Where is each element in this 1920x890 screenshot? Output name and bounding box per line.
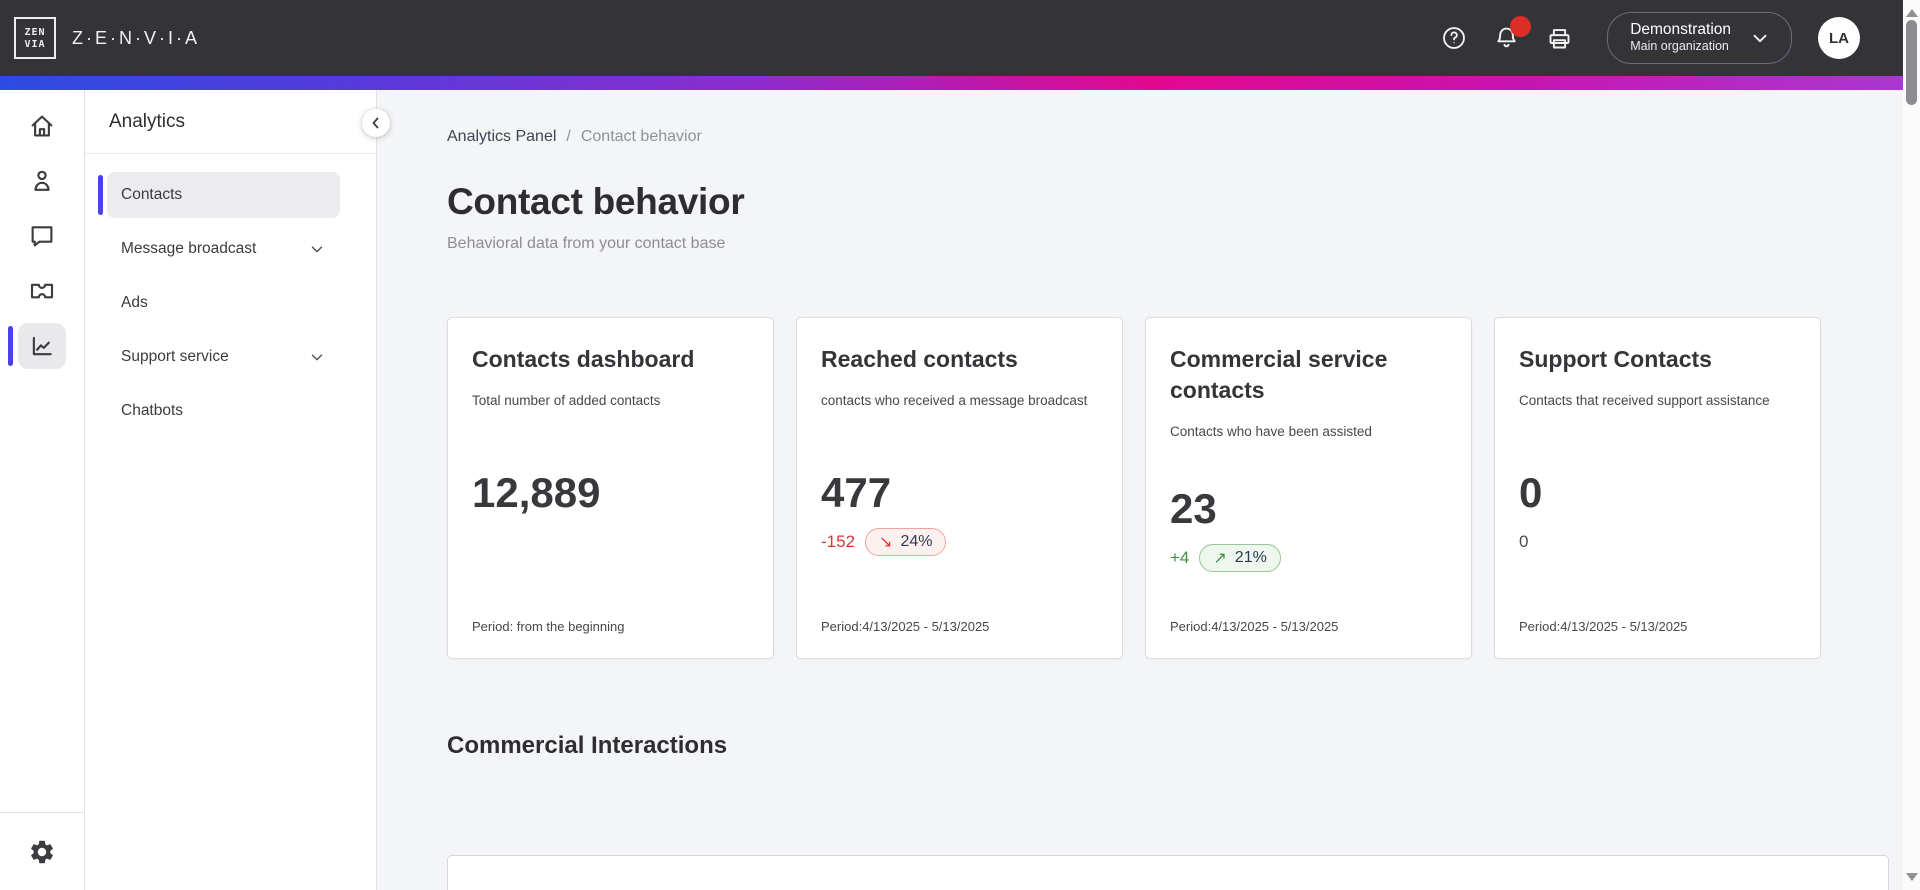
card-title: Contacts dashboard	[472, 346, 695, 372]
chevron-down-icon	[308, 348, 326, 366]
card-delta-row: -152 ↘ 24%	[821, 522, 1098, 562]
page-title: Contact behavior	[447, 181, 745, 222]
card-period: Period:4/13/2025 - 5/13/2025	[821, 618, 990, 634]
panel-item-label: Chatbots	[121, 402, 184, 419]
brand-gradient-bar	[0, 76, 1920, 90]
card-delta-row: +4 ↗ 21%	[1170, 538, 1447, 578]
card-description: contacts who received a message broadcas…	[821, 393, 1088, 409]
notifications-bell-icon[interactable]	[1493, 15, 1532, 52]
card-delta-row	[472, 522, 749, 562]
panel-item-contacts[interactable]: Contacts	[98, 172, 340, 218]
stat-card: Contacts dashboard Total number of added…	[447, 317, 774, 659]
card-value: 0	[1519, 469, 1543, 517]
conversations-chat-icon[interactable]	[18, 213, 66, 259]
notification-badge-dot	[1510, 15, 1532, 37]
logo-mark-bottom: VIA	[24, 38, 46, 50]
panel-item-ads[interactable]: Ads	[107, 280, 340, 326]
chevron-down-icon	[1749, 27, 1771, 49]
topbar-actions: Demonstration Main organization LA	[1441, 12, 1860, 64]
card-value: 23	[1170, 484, 1217, 532]
page-scrollbar[interactable]	[1903, 0, 1920, 890]
breadcrumb-separator: /	[566, 128, 571, 145]
card-description: Contacts that received support assistanc…	[1519, 393, 1770, 409]
breadcrumb-current: Contact behavior	[580, 128, 702, 145]
topbar: ZEN VIA Z·E·N·V·I·A Demon	[0, 0, 1920, 76]
organization-switcher[interactable]: Demonstration Main organization	[1607, 12, 1792, 64]
logo-mark-top: ZEN	[24, 26, 46, 38]
trend-arrow-icon: ↘	[879, 534, 893, 552]
panel-item-chatbots[interactable]: Chatbots	[107, 388, 340, 434]
card-title: Reached contacts	[821, 346, 1018, 372]
organization-subtitle: Main organization	[1630, 39, 1729, 54]
settings-gear-icon[interactable]	[18, 829, 66, 875]
card-title: Commercial service contacts	[1170, 346, 1388, 404]
card-description: Total number of added contacts	[472, 393, 661, 409]
main-content: Analytics Panel / Contact behavior Conta…	[377, 90, 1920, 890]
stat-card: Support Contacts Contacts that received …	[1494, 317, 1821, 659]
panel-item-support-service[interactable]: Support service	[107, 334, 340, 380]
help-icon[interactable]	[1441, 25, 1467, 51]
card-title: Support Contacts	[1519, 346, 1712, 372]
collapse-panel-button[interactable]	[362, 109, 390, 137]
app-shell: Analytics Contacts Message broadcast Ads S…	[0, 90, 1920, 890]
commercial-interactions-panel	[447, 855, 1889, 890]
panel-item-label: Ads	[121, 294, 148, 311]
panel-header: Analytics	[85, 90, 376, 154]
zenvia-logo-icon[interactable]: ZEN VIA	[14, 17, 56, 59]
printer-icon[interactable]	[1546, 25, 1573, 52]
scrollbar-thumb[interactable]	[1906, 20, 1917, 105]
card-delta-value: 0	[1519, 532, 1529, 552]
panel-item-label: Support service	[121, 348, 229, 365]
panel-item-label: Message broadcast	[121, 240, 257, 257]
rail-bottom-section	[0, 812, 84, 890]
card-trend-badge: ↘ 24%	[865, 528, 947, 557]
analytics-chart-icon[interactable]	[8, 323, 66, 369]
stat-cards-row: Contacts dashboard Total number of added…	[447, 317, 1920, 659]
organization-name: Demonstration	[1630, 21, 1731, 38]
stat-card: Commercial service contacts Contacts who…	[1145, 317, 1472, 659]
card-trend-badge: ↗ 21%	[1199, 543, 1281, 572]
trend-arrow-icon: ↗	[1213, 549, 1227, 567]
panel-item-label: Contacts	[121, 186, 183, 203]
user-avatar[interactable]: LA	[1818, 17, 1860, 59]
scrollbar-down-arrow[interactable]	[1905, 873, 1918, 881]
stat-card: Reached contacts contacts who received a…	[796, 317, 1123, 659]
card-period: Period:4/13/2025 - 5/13/2025	[1519, 618, 1688, 634]
chevron-down-icon	[308, 240, 326, 258]
icon-rail	[0, 90, 85, 890]
panel-menu: Contacts Message broadcast Ads Support ser…	[85, 172, 376, 434]
tickets-icon[interactable]	[18, 268, 66, 314]
zenvia-logo-text: Z·E·N·V·I·A	[72, 27, 200, 48]
analytics-submenu-panel: Analytics Contacts Message broadcast Ads S…	[85, 90, 390, 890]
page-subtitle: Behavioral data from your contact base	[447, 235, 726, 252]
contacts-person-icon[interactable]	[18, 158, 66, 204]
panel-title: Analytics	[109, 110, 186, 132]
card-period: Period: from the beginning	[472, 618, 625, 634]
card-period: Period:4/13/2025 - 5/13/2025	[1170, 619, 1339, 634]
card-delta-value: -152	[821, 532, 856, 552]
scrollbar-up-arrow[interactable]	[1905, 9, 1918, 17]
card-delta-row: 0	[1519, 522, 1796, 562]
card-delta-value: +4	[1170, 547, 1190, 567]
card-description: Contacts who have been assisted	[1170, 424, 1372, 440]
card-value: 12,889	[472, 469, 601, 517]
section-heading: Commercial Interactions	[447, 732, 728, 759]
trend-percentage: 24%	[900, 533, 933, 551]
breadcrumb-parent-link[interactable]: Analytics Panel	[447, 128, 557, 145]
trend-percentage: 21%	[1234, 548, 1267, 566]
home-icon[interactable]	[18, 103, 66, 149]
panel-item-message-broadcast[interactable]: Message broadcast	[107, 226, 340, 272]
card-value: 477	[821, 469, 892, 517]
breadcrumb: Analytics Panel / Contact behavior	[447, 128, 1920, 146]
